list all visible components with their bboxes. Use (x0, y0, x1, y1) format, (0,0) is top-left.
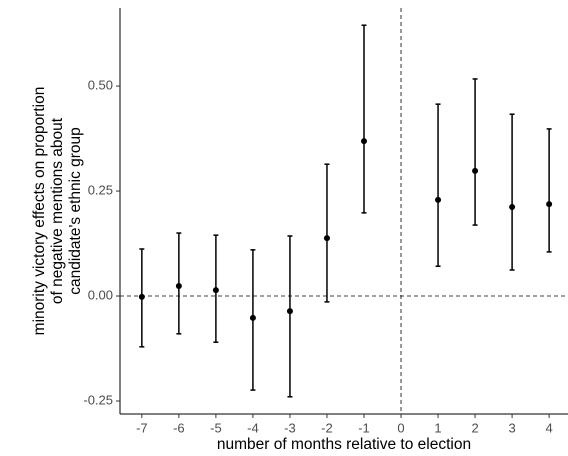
y-axis-title: minority victory effects on proportion (31, 87, 48, 336)
x-tick-label: -4 (247, 420, 259, 435)
x-tick-label: -5 (210, 420, 222, 435)
point (546, 201, 553, 208)
point (472, 167, 479, 174)
x-tick-label: -6 (173, 420, 185, 435)
point (360, 138, 367, 145)
point (175, 282, 182, 289)
y-axis-title: candidate's ethnic group (67, 127, 84, 295)
x-tick-label: -2 (321, 420, 333, 435)
x-tick-label: 2 (471, 420, 478, 435)
point (286, 308, 293, 315)
y-axis-title: of negative mentions about (49, 117, 66, 304)
x-tick-label: 1 (434, 420, 441, 435)
y-tick-label: -0.25 (83, 392, 113, 407)
point (435, 196, 442, 203)
y-tick-label: 0.00 (88, 287, 113, 302)
point (323, 235, 330, 242)
point (509, 204, 516, 211)
y-tick-label: 0.25 (88, 182, 113, 197)
y-tick-label: 0.50 (88, 78, 113, 93)
x-axis-title: number of months relative to election (217, 436, 471, 453)
x-tick-label: 0 (397, 420, 404, 435)
point (249, 314, 256, 321)
x-tick-label: -7 (136, 420, 148, 435)
x-tick-label: -1 (358, 420, 370, 435)
point (212, 287, 219, 294)
x-tick-label: 3 (508, 420, 515, 435)
x-tick-label: -3 (284, 420, 296, 435)
point (138, 293, 145, 300)
x-tick-label: 4 (546, 420, 553, 435)
